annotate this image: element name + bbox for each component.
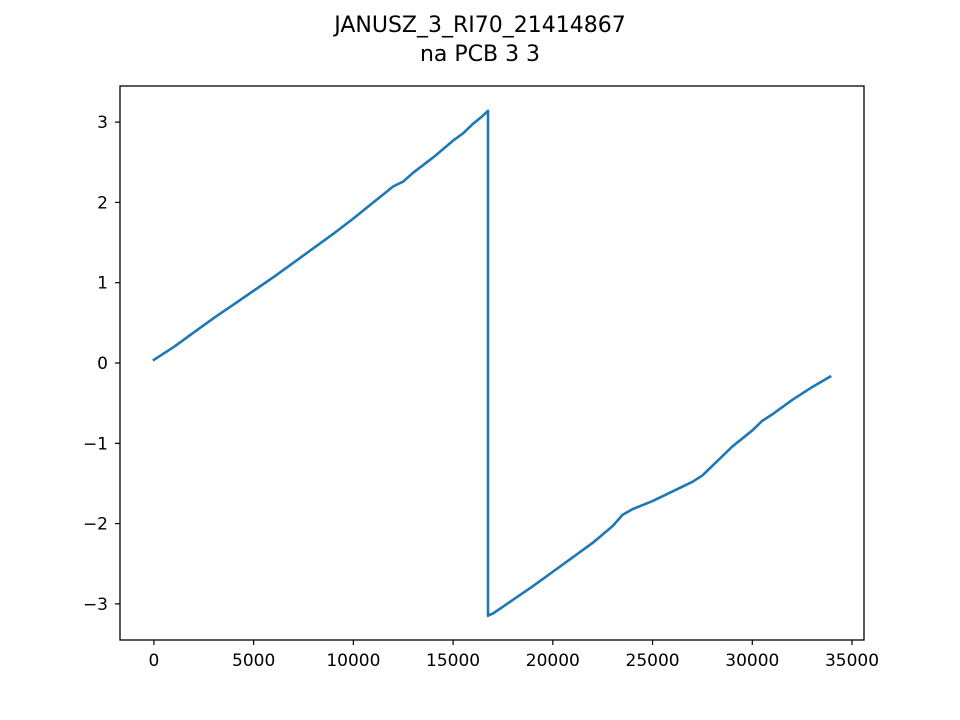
chart-title: JANUSZ_3_RI70_21414867 bbox=[332, 13, 626, 38]
y-tick-label: 2 bbox=[97, 193, 108, 213]
x-tick-label: 20000 bbox=[526, 651, 580, 671]
y-tick-label: 1 bbox=[97, 274, 108, 294]
x-tick-label: 10000 bbox=[326, 651, 380, 671]
x-tick-label: 15000 bbox=[426, 651, 480, 671]
series-line bbox=[152, 109, 832, 618]
plot-series bbox=[152, 109, 832, 618]
y-tick-label: 0 bbox=[97, 354, 108, 374]
y-axis: 3 2 1 0 −1 −2 −3 bbox=[83, 113, 120, 615]
y-tick-label: −2 bbox=[83, 515, 108, 535]
y-tick-label: −3 bbox=[83, 595, 108, 615]
plot-frame bbox=[119, 85, 865, 641]
x-tick-label: 0 bbox=[148, 651, 159, 671]
x-tick-label: 5000 bbox=[232, 651, 275, 671]
y-tick-label: 3 bbox=[97, 113, 108, 133]
y-tick-label: −1 bbox=[83, 434, 108, 454]
x-tick-label: 25000 bbox=[626, 651, 680, 671]
x-axis: 0 5000 10000 15000 20000 25000 30000 35000 bbox=[148, 640, 879, 671]
chart-subtitle: na PCB 3 3 bbox=[420, 42, 540, 67]
x-tick-label: 35000 bbox=[825, 651, 879, 671]
x-tick-label: 30000 bbox=[725, 651, 779, 671]
